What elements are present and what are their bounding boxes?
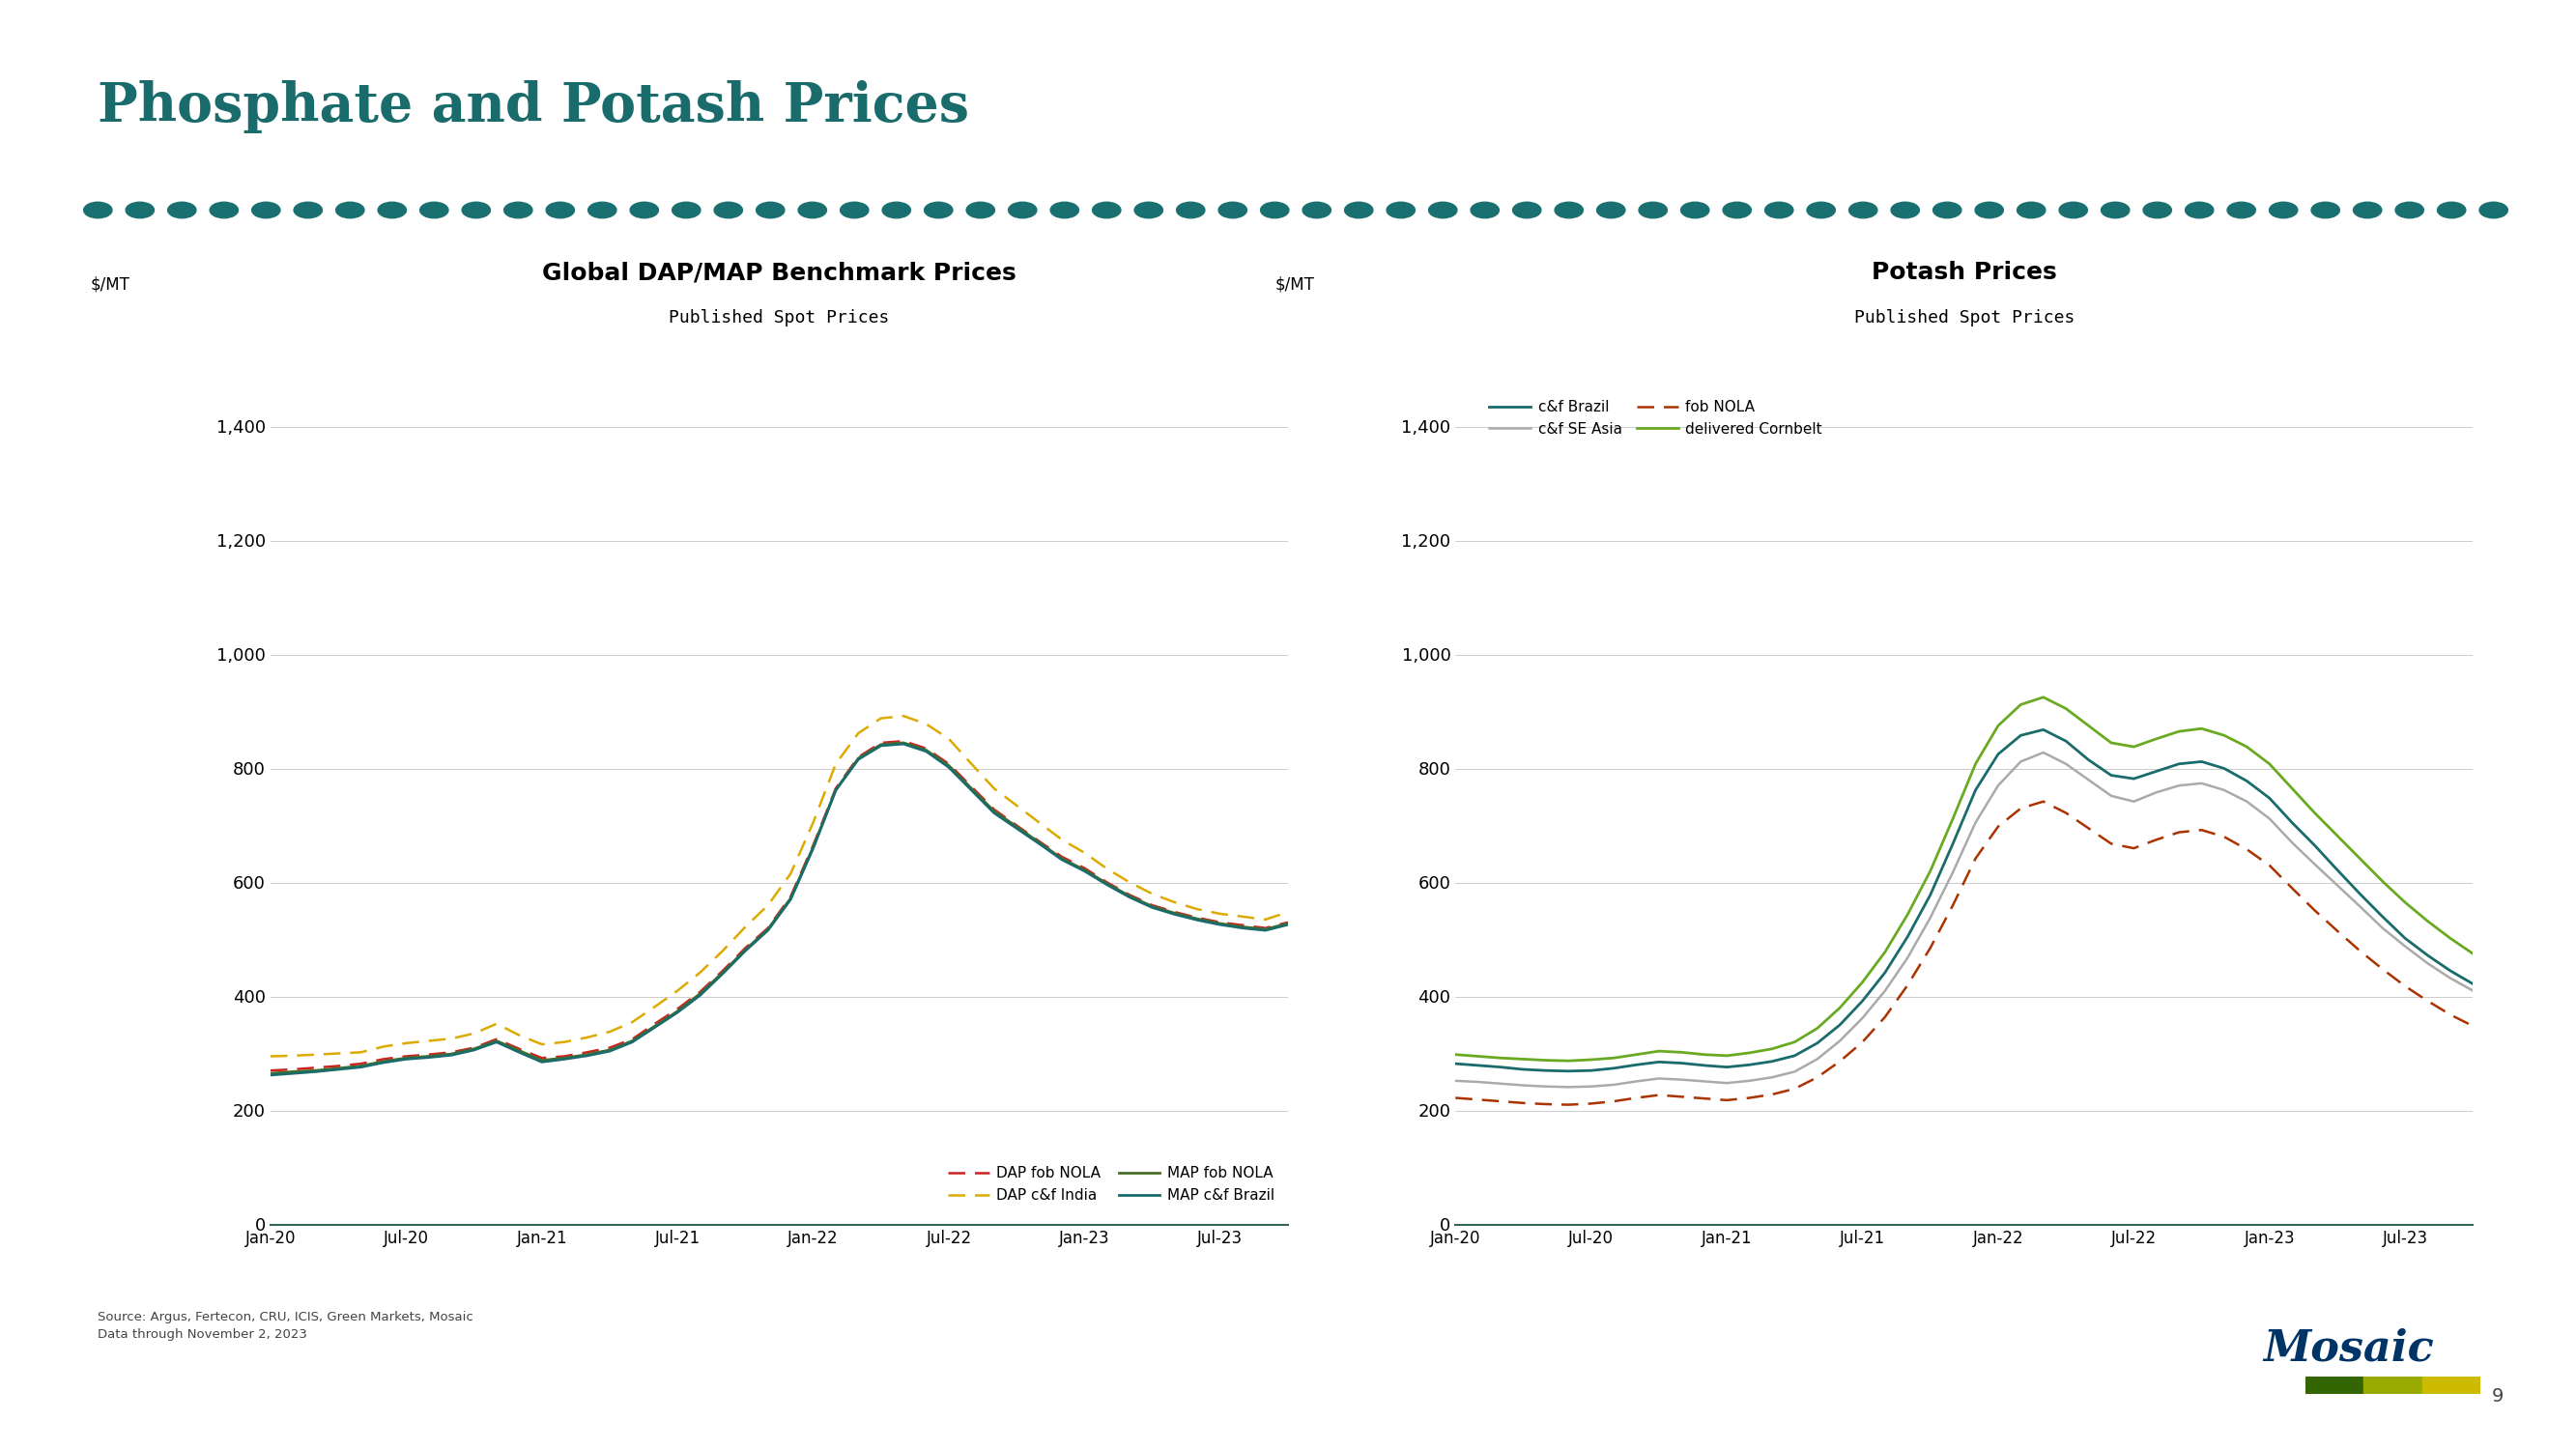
Text: 9: 9 <box>2491 1387 2504 1406</box>
Text: Published Spot Prices: Published Spot Prices <box>670 309 889 326</box>
Bar <box>2306 1377 2365 1394</box>
Text: Global DAP/MAP Benchmark Prices: Global DAP/MAP Benchmark Prices <box>541 261 1018 284</box>
Text: $/MT: $/MT <box>90 275 129 293</box>
Bar <box>2365 1377 2421 1394</box>
Text: Potash Prices: Potash Prices <box>1873 261 2056 284</box>
Text: Phosphate and Potash Prices: Phosphate and Potash Prices <box>98 80 969 133</box>
Text: Mosaic: Mosaic <box>2264 1327 2434 1369</box>
Text: Published Spot Prices: Published Spot Prices <box>1855 309 2074 326</box>
Text: With sales volume moving higher, phosphate prices strengthened, and potash price: With sales volume moving higher, phospha… <box>719 249 1873 270</box>
Bar <box>2421 1377 2481 1394</box>
Legend: c&f Brazil, c&f SE Asia, fob NOLA, delivered Cornbelt: c&f Brazil, c&f SE Asia, fob NOLA, deliv… <box>1484 394 1829 442</box>
Text: Source: Argus, Fertecon, CRU, ICIS, Green Markets, Mosaic
Data through November : Source: Argus, Fertecon, CRU, ICIS, Gree… <box>98 1311 474 1342</box>
Legend: DAP fob NOLA, DAP c&f India, MAP fob NOLA, MAP c&f Brazil: DAP fob NOLA, DAP c&f India, MAP fob NOL… <box>943 1161 1280 1208</box>
Text: $/MT: $/MT <box>1275 275 1314 293</box>
